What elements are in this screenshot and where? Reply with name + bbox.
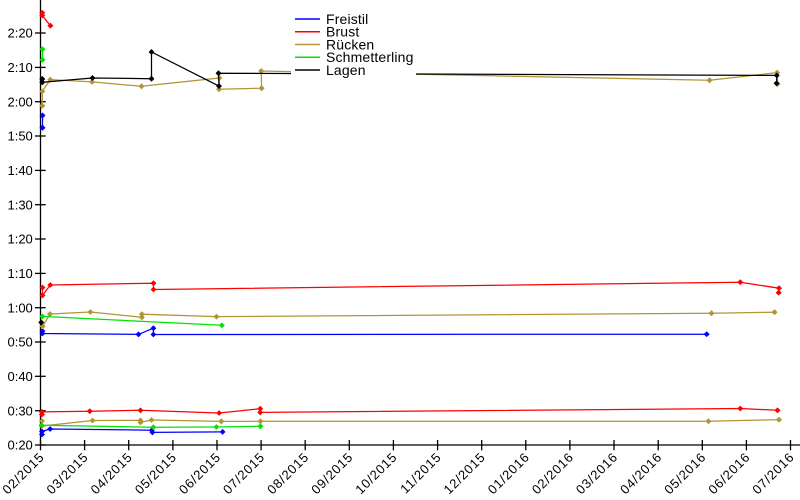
svg-text:0:30: 0:30 [7,403,32,418]
svg-text:1:20: 1:20 [7,232,32,247]
svg-text:1:00: 1:00 [7,300,32,315]
svg-text:Freistil: Freistil [326,11,368,27]
svg-text:2:10: 2:10 [7,60,32,75]
svg-text:Brust: Brust [326,24,359,40]
svg-text:1:40: 1:40 [7,163,32,178]
svg-text:1:10: 1:10 [7,266,32,281]
svg-text:1:30: 1:30 [7,197,32,212]
svg-text:0:50: 0:50 [7,335,32,350]
svg-text:1:50: 1:50 [7,129,32,144]
svg-text:Rücken: Rücken [326,36,374,52]
svg-text:0:20: 0:20 [7,438,32,453]
svg-text:0:40: 0:40 [7,369,32,384]
svg-text:2:20: 2:20 [7,26,32,41]
svg-text:Lagen: Lagen [326,62,366,78]
svg-text:2:00: 2:00 [7,94,32,109]
svg-text:Schmetterling: Schmetterling [326,49,414,65]
